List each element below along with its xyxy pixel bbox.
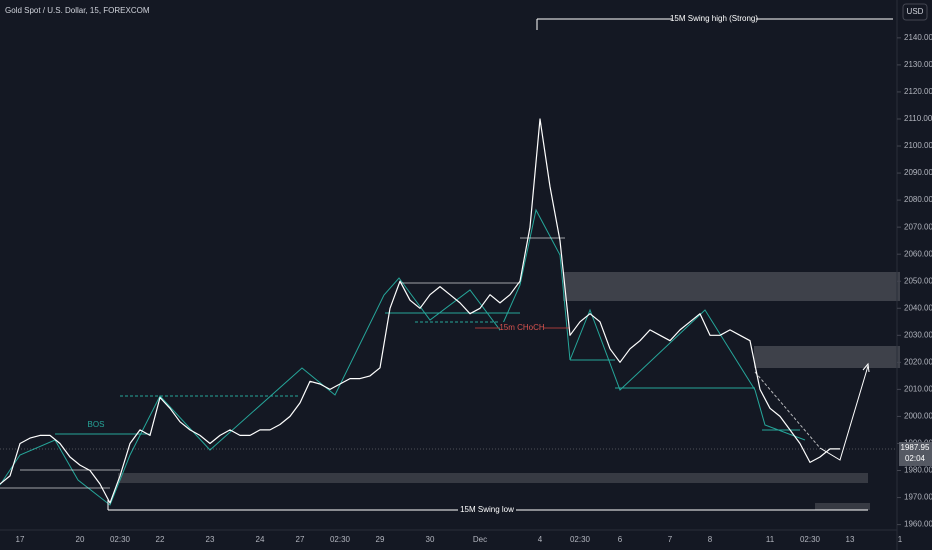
supply-zone [563,272,900,301]
demand-zone [815,503,870,510]
x-tick-label: 02:30 [800,535,821,544]
countdown: 02:04 [905,454,926,463]
y-tick-label: 2000.00 [904,412,932,421]
x-tick-label: 11 [766,535,775,544]
x-tick-label: 02:30 [110,535,131,544]
label-bg [458,503,516,517]
y-tick-label: 1970.00 [904,493,932,502]
y-tick-label: 2060.00 [904,249,932,258]
bos-label: BOS [88,420,105,429]
x-tick-label: 30 [426,535,435,544]
x-tick-label: 20 [76,535,85,544]
trendline [754,371,821,449]
x-tick-label: 4 [538,535,543,544]
supply-zone [754,346,900,368]
x-tick-label: 13 [846,535,855,544]
x-tick-label: 27 [296,535,305,544]
chart-title: Gold Spot / U.S. Dollar, 15, FOREXCOM [5,6,150,15]
price-line [0,118,840,504]
last-price: 1987.95 [901,443,930,452]
projection-arrowhead [862,362,870,373]
y-tick-label: 2140.00 [904,33,932,42]
x-tick-label: 7 [668,535,673,544]
y-tick-label: 1980.00 [904,466,932,475]
x-tick-label: 22 [156,535,165,544]
choch-label: 15m CHoCH [499,323,545,332]
y-tick-label: 1960.00 [904,520,932,529]
x-tick-label: 29 [376,535,385,544]
y-tick-label: 2090.00 [904,168,932,177]
label-bg [500,322,544,334]
y-tick-label: 2020.00 [904,357,932,366]
currency-box[interactable] [902,3,928,21]
y-tick-label: 2130.00 [904,60,932,69]
y-tick-label: 2110.00 [904,114,932,123]
y-tick-label: 2050.00 [904,276,932,285]
x-tick-label: 24 [256,535,265,544]
x-tick-label: 02:30 [330,535,351,544]
swing-high-label: 15M Swing high (Strong) [670,14,758,23]
last-price-box [899,442,932,467]
structure [0,208,806,506]
y-tick-label: 2120.00 [904,87,932,96]
x-tick-label: 02:30 [570,535,591,544]
swing-low-label: 15M Swing low [460,505,514,514]
x-tick-label: 6 [618,535,623,544]
y-tick-label: 2030.00 [904,330,932,339]
y-tick-label: 2070.00 [904,222,932,231]
demand-zone [118,473,868,483]
y-tick-label: 2010.00 [904,384,932,393]
y-tick-label: 2040.00 [904,303,932,312]
x-tick-label: 8 [708,535,713,544]
x-tick-label: 17 [16,535,25,544]
currency: USD [907,7,924,16]
x-tick-label: 23 [206,535,215,544]
x-tick-label: Dec [473,535,487,544]
label-bg [672,12,756,26]
y-tick-label: 2080.00 [904,195,932,204]
x-tick-label: 1 [898,535,903,544]
y-tick-label: 2100.00 [904,141,932,150]
